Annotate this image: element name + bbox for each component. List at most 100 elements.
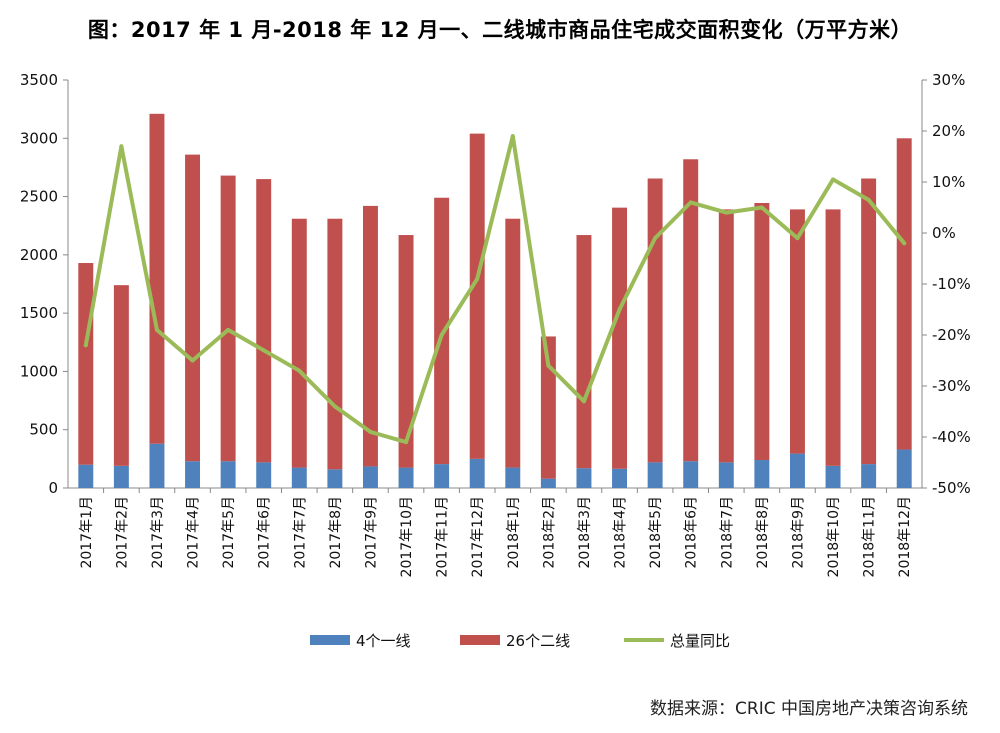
x-tick-label: 2017年8月	[328, 496, 344, 569]
bar-tier2	[861, 178, 877, 465]
bar-tier2	[291, 218, 307, 468]
line-point	[119, 144, 124, 149]
left-tick-label: 1000	[20, 362, 58, 380]
line-point	[439, 333, 444, 337]
bar-tier2	[220, 175, 236, 462]
bar-tier1	[647, 462, 663, 488]
line-point	[902, 241, 907, 246]
x-tick-label: 2018年7月	[719, 496, 735, 569]
bar-tier2	[256, 179, 272, 463]
x-tick-label: 2018年11月	[862, 496, 878, 577]
bar-tier2	[362, 205, 378, 467]
x-tick-label: 2017年4月	[186, 496, 202, 569]
x-tick-label: 2017年1月	[79, 496, 95, 569]
bar-tier1	[434, 464, 450, 488]
line-point	[368, 429, 373, 434]
line-point	[759, 205, 764, 210]
right-tick-label: 0%	[932, 224, 956, 242]
left-tick-label: 3000	[20, 129, 58, 147]
bar-tier2	[576, 235, 592, 469]
line-point	[475, 276, 480, 281]
x-tick-label: 2018年4月	[613, 496, 629, 569]
bar-tier1	[789, 453, 805, 488]
bar-tier2	[896, 138, 912, 450]
bar-tier1	[540, 478, 556, 488]
left-tick-label: 2500	[20, 188, 58, 206]
line-point	[83, 343, 88, 348]
bar-tier2	[434, 197, 450, 465]
chart-legend: 4个一线 26个二线 总量同比	[310, 632, 730, 650]
bar-tier1	[362, 466, 378, 488]
bar-tier2	[78, 263, 94, 465]
right-tick-label: 20%	[932, 122, 965, 140]
line-point	[546, 363, 551, 368]
bar-tier1	[683, 461, 699, 488]
bar-tier2	[647, 178, 663, 463]
line-point	[581, 399, 586, 404]
line-point	[332, 404, 337, 409]
bar-tier2	[469, 133, 485, 459]
x-tick-label: 2017年12月	[470, 496, 486, 577]
x-tick-label: 2018年3月	[577, 496, 593, 569]
x-tick-label: 2018年10月	[826, 496, 842, 577]
line-point	[795, 236, 800, 241]
right-tick-label: 10%	[932, 173, 965, 191]
line-point	[190, 358, 195, 363]
x-tick-label: 2018年5月	[648, 496, 664, 569]
line-point	[404, 440, 409, 445]
right-tick-label: -20%	[932, 326, 971, 344]
line-point	[724, 210, 729, 215]
bar-tier1	[469, 458, 485, 488]
x-tick-label: 2018年9月	[790, 496, 806, 569]
bar-tier2	[398, 235, 414, 468]
legend-label: 4个一线	[356, 632, 411, 650]
bar-tier2	[754, 202, 770, 461]
bar-tier1	[220, 461, 236, 488]
x-tick-label: 2018年8月	[755, 496, 771, 569]
left-tick-label: 500	[29, 421, 58, 439]
bar-tier1	[398, 467, 414, 488]
left-tick-label: 3500	[20, 71, 58, 89]
left-tick-label: 1500	[20, 304, 58, 322]
x-tick-label: 2017年2月	[114, 496, 130, 569]
bar-tier2	[718, 209, 734, 463]
bar-tier2	[789, 209, 805, 454]
x-tick-label: 2018年6月	[684, 496, 700, 569]
line-point	[226, 327, 231, 332]
left-tick-label: 2000	[20, 246, 58, 264]
line-point	[831, 177, 836, 182]
line-point	[510, 134, 515, 139]
bar-tier2	[185, 154, 201, 462]
x-tick-label: 2017年6月	[257, 496, 273, 569]
bar-tier1	[825, 465, 841, 488]
right-tick-label: -40%	[932, 428, 971, 446]
left-tick-label: 0	[48, 479, 58, 497]
bar-tier1	[327, 469, 343, 488]
bar-tier2	[612, 207, 628, 469]
right-tick-label: -10%	[932, 275, 971, 293]
bar-tier1	[718, 462, 734, 488]
bar-tier1	[78, 464, 94, 488]
x-tick-label: 2017年9月	[363, 496, 379, 569]
bar-tier1	[861, 464, 877, 488]
source-note: 数据来源：CRIC 中国房地产决策咨询系统	[650, 699, 968, 719]
line-point	[261, 348, 266, 353]
right-tick-label: -30%	[932, 377, 971, 395]
bar-tier1	[612, 468, 628, 488]
bar-tier1	[291, 467, 307, 488]
bar-tier1	[576, 468, 592, 488]
line-yoy	[83, 134, 907, 445]
bar-tier2	[505, 218, 521, 468]
x-tick-label: 2017年7月	[292, 496, 308, 569]
bar-tier1	[896, 449, 912, 488]
bar-tier2	[149, 113, 165, 444]
right-tick-label: 30%	[932, 71, 965, 89]
right-tick-label: -50%	[932, 479, 971, 497]
bar-tier1	[256, 462, 272, 488]
x-tick-label: 2018年1月	[506, 496, 522, 569]
bar-tier1	[754, 460, 770, 488]
chart-title: 图：2017 年 1 月-2018 年 12 月一、二线城市商品住宅成交面积变化…	[87, 18, 913, 42]
x-tick-label: 2017年5月	[221, 496, 237, 569]
legend-label: 26个二线	[506, 632, 570, 650]
